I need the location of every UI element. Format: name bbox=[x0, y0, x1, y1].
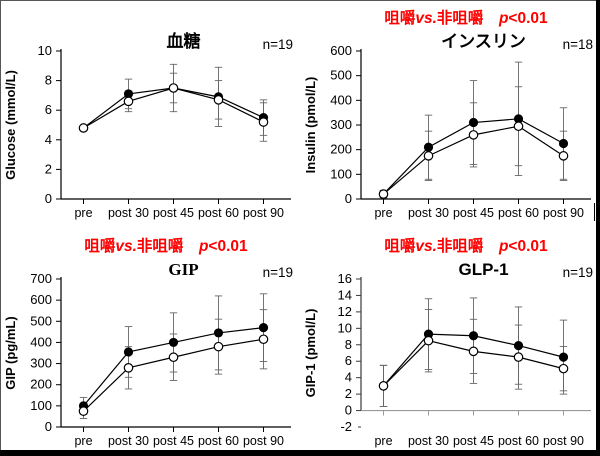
svg-text:8: 8 bbox=[345, 337, 352, 352]
svg-text:n=19: n=19 bbox=[563, 265, 593, 280]
svg-text:post 45: post 45 bbox=[453, 434, 494, 448]
svg-text:post 90: post 90 bbox=[543, 434, 584, 448]
svg-text:16: 16 bbox=[338, 271, 352, 286]
svg-text:post 60: post 60 bbox=[198, 206, 239, 220]
svg-text:2: 2 bbox=[45, 161, 52, 176]
svg-text:pre: pre bbox=[74, 434, 92, 448]
svg-text:0: 0 bbox=[45, 419, 52, 434]
svg-text:GIP-1 (pmol/L): GIP-1 (pmol/L) bbox=[303, 309, 318, 398]
svg-text:咀嚼vs.非咀嚼 p<0.01: 咀嚼vs.非咀嚼 p<0.01 bbox=[384, 236, 548, 255]
svg-text:GIP: GIP bbox=[168, 260, 198, 279]
svg-text:n=19: n=19 bbox=[263, 265, 293, 280]
svg-text:pre: pre bbox=[374, 434, 392, 448]
svg-text:post 30: post 30 bbox=[408, 206, 449, 220]
svg-text:post 90: post 90 bbox=[543, 206, 584, 220]
svg-text:4: 4 bbox=[345, 370, 352, 385]
svg-text:咀嚼vs.非咀嚼 p<0.01: 咀嚼vs.非咀嚼 p<0.01 bbox=[84, 236, 248, 255]
svg-text:14: 14 bbox=[338, 287, 352, 302]
svg-text:post 30: post 30 bbox=[108, 434, 149, 448]
svg-text:Glucose (mmol/L): Glucose (mmol/L) bbox=[3, 70, 18, 180]
svg-text:8: 8 bbox=[45, 73, 52, 88]
svg-text:10: 10 bbox=[338, 320, 352, 335]
svg-text:post 60: post 60 bbox=[198, 434, 239, 448]
svg-text:400: 400 bbox=[30, 334, 52, 349]
svg-text:post 45: post 45 bbox=[153, 434, 194, 448]
svg-text:600: 600 bbox=[330, 43, 352, 58]
svg-text:post 90: post 90 bbox=[243, 434, 284, 448]
svg-text:GLP-1: GLP-1 bbox=[458, 260, 508, 279]
svg-text:10: 10 bbox=[38, 43, 52, 58]
svg-text:0: 0 bbox=[345, 403, 352, 418]
svg-text:post 45: post 45 bbox=[153, 206, 194, 220]
svg-text:200: 200 bbox=[30, 377, 52, 392]
svg-text:n=19: n=19 bbox=[263, 37, 293, 52]
svg-text:100: 100 bbox=[330, 166, 352, 181]
svg-text:pre: pre bbox=[74, 206, 92, 220]
svg-text:2: 2 bbox=[345, 386, 352, 401]
svg-text:400: 400 bbox=[330, 92, 352, 107]
svg-text:post 45: post 45 bbox=[453, 206, 494, 220]
svg-text:咀嚼vs.非咀嚼 p<0.01: 咀嚼vs.非咀嚼 p<0.01 bbox=[384, 8, 548, 27]
svg-text:post 90: post 90 bbox=[243, 206, 284, 220]
svg-text:12: 12 bbox=[338, 304, 352, 319]
svg-text:GIP (pg/mL): GIP (pg/mL) bbox=[3, 316, 18, 389]
svg-text:700: 700 bbox=[30, 271, 52, 286]
svg-text:post 60: post 60 bbox=[498, 206, 539, 220]
svg-text:100: 100 bbox=[30, 398, 52, 413]
svg-text:-2: -2 bbox=[340, 419, 352, 434]
svg-text:post 60: post 60 bbox=[498, 434, 539, 448]
svg-text:n=18: n=18 bbox=[563, 37, 593, 52]
svg-text:600: 600 bbox=[30, 292, 52, 307]
svg-text:post 30: post 30 bbox=[408, 434, 449, 448]
svg-text:200: 200 bbox=[330, 142, 352, 157]
svg-text:4: 4 bbox=[45, 132, 52, 147]
svg-text:pre: pre bbox=[374, 206, 392, 220]
svg-text:6: 6 bbox=[345, 353, 352, 368]
svg-text:6: 6 bbox=[45, 102, 52, 117]
svg-text:500: 500 bbox=[30, 313, 52, 328]
svg-text:インスリン: インスリン bbox=[441, 32, 526, 51]
svg-text:500: 500 bbox=[330, 68, 352, 83]
svg-text:血糖: 血糖 bbox=[167, 31, 201, 51]
svg-text:300: 300 bbox=[330, 117, 352, 132]
svg-text:Insulin (pmol/L): Insulin (pmol/L) bbox=[303, 77, 318, 174]
svg-text:300: 300 bbox=[30, 356, 52, 371]
svg-text:post 30: post 30 bbox=[108, 206, 149, 220]
svg-text:0: 0 bbox=[45, 191, 52, 206]
svg-text:0: 0 bbox=[345, 191, 352, 206]
